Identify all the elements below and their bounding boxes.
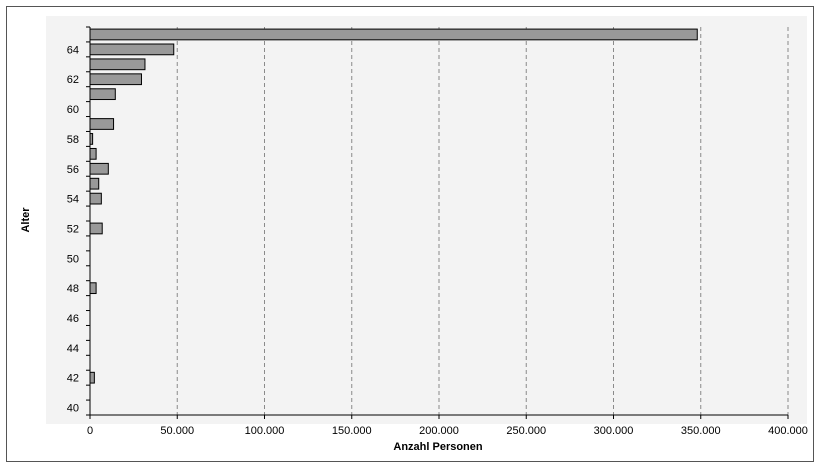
axes: 0 50.000 100.000 150.000 200.000 250.000 300.0… — [67, 26, 808, 437]
y-tick-label: 44 — [67, 343, 79, 355]
x-tick-label: 200.000 — [419, 425, 459, 437]
bar — [89, 118, 115, 130]
bar — [89, 43, 175, 56]
x-tick-label: 350.000 — [681, 425, 721, 437]
bar — [89, 58, 146, 71]
y-tick-label: 40 — [67, 403, 79, 415]
x-tick-label: 50.000 — [160, 425, 194, 437]
y-tick-label: 54 — [67, 194, 79, 206]
bar — [89, 222, 103, 235]
bars — [89, 28, 698, 384]
y-tick-label: 60 — [67, 104, 79, 116]
y-tick-label: 42 — [67, 373, 79, 385]
y-tick-label: 56 — [67, 164, 79, 176]
x-axis-title: Anzahl Personen — [393, 441, 483, 453]
y-tick-label: 58 — [67, 134, 79, 146]
bar — [89, 28, 698, 41]
y-tick-label: 50 — [67, 253, 79, 265]
plot-area — [46, 16, 807, 424]
x-tick-label: 0 — [87, 425, 93, 437]
bar — [89, 162, 109, 175]
x-tick-label: 400.000 — [768, 425, 808, 437]
bar — [89, 192, 102, 205]
bar — [89, 73, 142, 86]
x-tick-label: 100.000 — [245, 425, 285, 437]
bar — [89, 177, 100, 190]
y-axis-title: Alter — [20, 207, 32, 233]
x-tick-label: 300.000 — [594, 425, 634, 437]
x-tick-label: 150.000 — [332, 425, 372, 437]
y-tick-label: 48 — [67, 283, 79, 295]
bar — [89, 371, 95, 384]
y-tick-label: 46 — [67, 313, 79, 325]
grid-lines — [176, 27, 789, 415]
y-tick-label: 52 — [67, 223, 79, 235]
bar — [89, 147, 97, 160]
y-tick-label: 62 — [67, 74, 79, 86]
y-tick-label: 64 — [67, 44, 79, 56]
x-tick-label: 250.000 — [506, 425, 546, 437]
bar — [89, 88, 116, 101]
bar — [89, 282, 97, 295]
